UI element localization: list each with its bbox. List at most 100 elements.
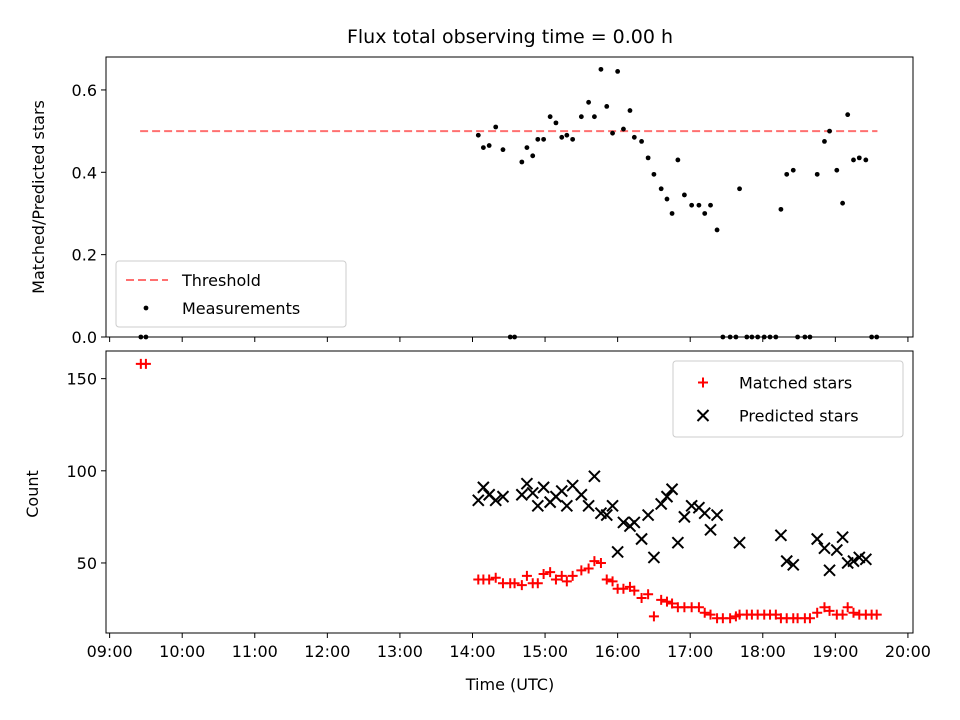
- matched-star-point: [643, 589, 654, 600]
- matched-star-point: [567, 570, 578, 581]
- x-tick-label: 10:00: [159, 642, 205, 661]
- predicted-star-point: [496, 490, 510, 503]
- measurement-point: [737, 186, 742, 192]
- predicted-star-point: [671, 536, 685, 549]
- measurement-point: [553, 120, 559, 126]
- matched-star-point: [725, 613, 736, 624]
- measurement-point: [773, 334, 779, 340]
- measurement-point: [512, 334, 517, 340]
- measurement-point: [480, 145, 486, 150]
- x-tick-label: 11:00: [232, 642, 278, 661]
- legend-predicted-marker: [696, 409, 710, 422]
- measurement-point: [675, 157, 681, 163]
- matched-star-point: [484, 574, 495, 585]
- measurement-point: [784, 171, 790, 177]
- predicted-star-point: [606, 499, 619, 513]
- measurement-point: [807, 334, 813, 340]
- predicted-star-point: [704, 523, 717, 536]
- matched-star-point: [705, 609, 716, 620]
- top-y-tick-label: 0.2: [72, 246, 97, 265]
- measurement-point: [578, 114, 584, 120]
- matched-star-point: [550, 574, 561, 585]
- matched-star-point: [583, 563, 594, 574]
- matched-star-point: [556, 570, 567, 581]
- x-tick-label: 12:00: [304, 642, 350, 661]
- measurement-point: [615, 69, 621, 74]
- bottom-plot-frame: [105, 350, 914, 634]
- predicted-star-point: [678, 510, 691, 524]
- matched-star-point: [532, 578, 543, 589]
- matched-star-point: [538, 569, 549, 580]
- measurement-point: [767, 334, 773, 340]
- measurement-point: [681, 192, 687, 198]
- matched-star-point: [589, 556, 600, 567]
- chart-title: Flux total observing time = 0.00 h: [347, 26, 673, 48]
- measurement-point: [631, 134, 637, 140]
- matched-star-point: [561, 576, 572, 587]
- predicted-star-point: [710, 508, 724, 522]
- predicted-star-point: [635, 532, 648, 546]
- legend-label: Predicted stars: [739, 407, 859, 426]
- x-tick-label: 15:00: [522, 642, 568, 661]
- predicted-star-point: [847, 554, 860, 568]
- measurement-point: [669, 211, 675, 216]
- matched-star-point: [516, 580, 527, 591]
- x-tick-label: 13:00: [377, 642, 423, 661]
- predicted-star-point: [733, 536, 746, 549]
- measurement-point: [874, 334, 880, 340]
- measurement-point: [530, 153, 536, 159]
- measurement-point: [733, 334, 739, 340]
- measurement-point: [814, 171, 820, 177]
- matched-star-point: [521, 570, 532, 581]
- measurement-point: [714, 227, 720, 233]
- measurement-point: [744, 334, 750, 340]
- matched-star-point: [607, 576, 618, 587]
- predicted-star-point: [780, 554, 793, 568]
- measurement-point: [845, 112, 851, 118]
- top-plot: 0.0 0.2 0.4 0.6 Threshold Measurements: [72, 56, 914, 347]
- matched-star-point: [770, 609, 781, 620]
- measurement-point: [143, 334, 149, 340]
- matched-star-point: [661, 596, 672, 607]
- measurement-point: [645, 155, 651, 161]
- matched-star-point: [140, 358, 151, 369]
- top-legend: Threshold Measurements: [115, 260, 347, 328]
- measurement-point: [720, 334, 726, 340]
- bottom-y-axis-label: Count: [23, 470, 42, 518]
- matched-star-point: [824, 605, 835, 616]
- measurement-point: [621, 126, 626, 132]
- predicted-star-point: [560, 499, 574, 513]
- predicted-star-point: [647, 551, 661, 564]
- predicted-star-point: [600, 508, 613, 522]
- matched-star-point: [804, 613, 815, 624]
- predicted-star-point: [531, 499, 545, 513]
- measurement-point: [689, 202, 695, 208]
- matched-star-point: [648, 611, 659, 622]
- predicted-star-point: [575, 488, 588, 501]
- measurement-point: [827, 128, 832, 134]
- predicted-star-point: [654, 497, 668, 511]
- measurement-point: [869, 334, 875, 340]
- measurement-point: [658, 186, 664, 192]
- predicted-star-point: [836, 530, 849, 544]
- predicted-star-point: [823, 564, 836, 577]
- top-y-tick-label: 0.6: [72, 81, 97, 100]
- bottom-plot: 09:00 10:00 11:00 12:00 13:00 14:00 15:00 16:00…: [66, 350, 931, 661]
- measurement-point: [475, 132, 481, 138]
- bottom-legend: Matched stars Predicted stars: [672, 360, 904, 438]
- legend-label: Threshold: [181, 271, 261, 290]
- matched-star-point: [656, 594, 667, 605]
- measurement-point: [559, 134, 565, 140]
- predicted-star-point: [611, 545, 624, 559]
- predicted-star-point: [582, 499, 595, 513]
- measurement-point: [822, 139, 827, 144]
- top-y-tick-label: 0.0: [72, 328, 97, 347]
- matched-star-point: [545, 567, 556, 578]
- x-tick-label: 17:00: [667, 642, 713, 661]
- matched-star-point: [667, 598, 678, 609]
- predicted-star-point: [859, 553, 873, 566]
- measurement-point: [486, 143, 492, 148]
- measurement-point: [755, 334, 761, 340]
- x-tick-label: 19:00: [812, 642, 858, 661]
- matched-star-point: [629, 585, 640, 596]
